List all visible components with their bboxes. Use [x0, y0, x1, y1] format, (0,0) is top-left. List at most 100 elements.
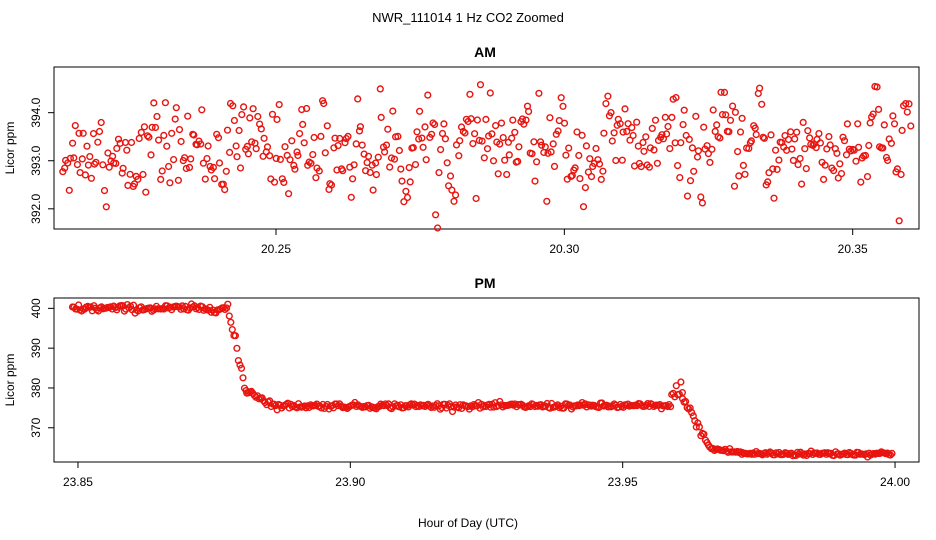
am-data-point — [390, 155, 399, 163]
am-data-point — [230, 116, 239, 125]
am-data-point — [571, 164, 579, 172]
am-data-point — [767, 131, 775, 139]
pm-data-point — [801, 450, 809, 458]
am-data-point — [431, 120, 439, 129]
am-data-point — [476, 81, 485, 89]
am-data-point — [889, 112, 897, 120]
am-y-tick-label: 394.0 — [29, 97, 43, 127]
pm-data-point — [225, 312, 233, 320]
am-data-point — [793, 128, 801, 136]
am-data-point — [143, 132, 152, 140]
am-data-point — [168, 129, 176, 137]
am-data-point — [562, 151, 570, 159]
am-data-point — [482, 115, 490, 124]
am-data-point — [651, 116, 660, 124]
am-data-point — [668, 113, 676, 122]
am-data-point — [97, 118, 105, 127]
am-data-point — [354, 95, 362, 103]
am-data-point — [151, 123, 160, 132]
am-data-point — [419, 143, 427, 151]
am-data-point — [437, 146, 445, 154]
am-data-point — [854, 143, 863, 151]
am-data-point — [386, 163, 394, 171]
am-data-point — [797, 180, 806, 188]
am-data-point — [673, 162, 682, 170]
am-data-point — [471, 130, 479, 138]
am-data-point — [587, 173, 596, 181]
am-data-point — [398, 177, 406, 185]
am-data-point — [161, 99, 170, 107]
am-data-point — [193, 141, 201, 149]
am-data-point — [260, 134, 268, 142]
am-data-point — [296, 130, 304, 138]
am-data-point — [105, 163, 113, 171]
am-data-point — [303, 104, 311, 113]
am-data-point — [278, 175, 286, 183]
pm-y-tick-label: 370 — [29, 417, 43, 437]
am-data-point — [397, 165, 405, 173]
am-data-point — [646, 144, 655, 152]
am-data-point — [839, 133, 847, 141]
am-data-point — [726, 116, 735, 124]
panel-pm-y-axis: 370 380 390 400 — [29, 298, 54, 438]
pm-data-point — [886, 451, 895, 459]
am-data-point — [842, 151, 851, 159]
am-data-point — [421, 123, 429, 131]
am-data-point — [486, 89, 494, 97]
panel-am-x-axis: 20.25 20.30 20.35 — [261, 229, 868, 256]
am-data-point — [428, 130, 436, 138]
panel-pm-x-axis: 23.85 23.90 23.95 24.00 — [63, 462, 910, 489]
am-data-point — [752, 131, 760, 139]
am-data-point — [700, 123, 708, 131]
am-data-point — [854, 120, 862, 128]
am-data-point — [594, 156, 602, 164]
pm-data-point — [677, 378, 685, 386]
am-data-point — [232, 142, 240, 150]
am-data-point — [456, 137, 464, 145]
am-data-point — [364, 152, 373, 160]
pm-data-point — [223, 304, 231, 312]
am-data-point — [697, 193, 705, 201]
am-data-point — [612, 156, 620, 165]
am-data-point — [890, 120, 899, 128]
am-data-point — [432, 211, 440, 219]
am-data-point — [102, 203, 110, 211]
am-data-point — [576, 175, 584, 183]
panel-am: AM 20.25 20.30 20.35 392.0 393.0 394.0 Licor… — [3, 44, 920, 256]
am-data-point — [610, 129, 618, 137]
am-data-point — [286, 156, 294, 164]
am-data-point — [621, 105, 629, 113]
am-data-point — [628, 123, 636, 132]
am-data-point — [175, 126, 184, 134]
am-data-point — [285, 190, 293, 198]
pm-data-point — [219, 304, 228, 312]
am-data-point — [257, 125, 265, 133]
panel-am-title: AM — [474, 44, 496, 60]
am-data-point — [326, 180, 334, 188]
am-data-point — [86, 153, 94, 161]
pm-data-point — [666, 403, 675, 411]
am-data-point — [382, 141, 391, 149]
am-data-point — [541, 143, 549, 151]
pm-data-point — [888, 449, 896, 458]
am-data-point — [273, 115, 281, 124]
am-data-point — [543, 197, 551, 205]
am-data-point — [480, 154, 488, 162]
am-data-point — [254, 112, 262, 121]
panel-am-frame — [53, 66, 920, 230]
pm-data-point — [683, 404, 691, 412]
am-data-point — [248, 138, 256, 146]
am-data-point — [366, 168, 374, 177]
am-data-point — [349, 175, 357, 183]
am-data-point — [182, 164, 190, 173]
pm-y-tick-label: 390 — [29, 338, 43, 358]
am-data-point — [381, 148, 389, 156]
am-data-point — [731, 108, 740, 116]
am-data-point — [409, 144, 417, 152]
am-data-point — [358, 141, 366, 149]
am-data-point — [597, 175, 605, 184]
am-data-point — [376, 85, 384, 93]
am-data-point — [222, 167, 230, 175]
am-data-point — [845, 145, 853, 153]
pm-data-point — [239, 374, 247, 382]
